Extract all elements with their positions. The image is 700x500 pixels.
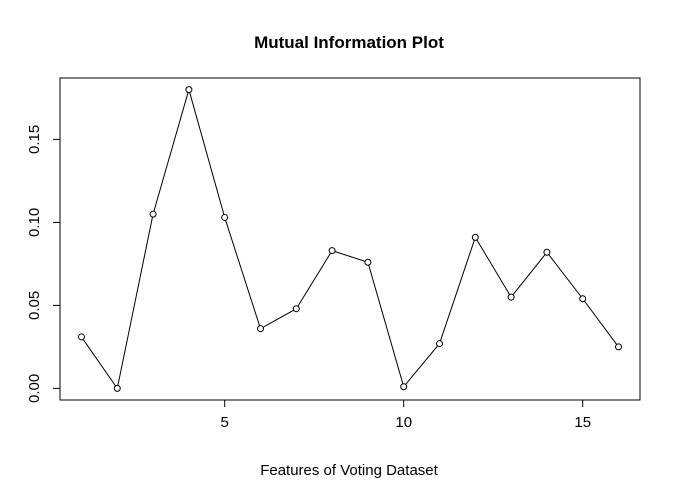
data-point <box>507 293 515 301</box>
data-point <box>113 384 121 392</box>
data-point <box>328 247 336 255</box>
x-tick-label: 5 <box>221 414 229 431</box>
data-point <box>543 248 551 256</box>
y-tick-label: 0.00 <box>26 374 43 403</box>
series-line <box>81 87 619 390</box>
y-tick-label: 0.10 <box>26 208 43 237</box>
plot-frame <box>59 77 641 401</box>
data-point <box>221 213 229 221</box>
x-tick-label: 10 <box>395 414 412 431</box>
y-tick-label: 0.05 <box>26 291 43 320</box>
x-tick-label: 15 <box>574 414 591 431</box>
data-point <box>185 86 193 94</box>
x-axis: 5 10 15 <box>221 400 591 431</box>
y-axis: 0.00 0.05 0.10 0.15 <box>26 125 60 403</box>
data-point <box>149 210 157 218</box>
data-point <box>436 340 444 348</box>
data-point <box>77 333 85 341</box>
data-point <box>256 325 264 333</box>
data-point <box>400 383 408 391</box>
data-point <box>579 295 587 303</box>
chart-title: Mutual Information Plot <box>254 33 444 52</box>
data-point <box>471 233 479 241</box>
data-point <box>292 305 300 313</box>
data-point <box>615 343 623 351</box>
series-0 <box>77 86 623 392</box>
x-axis-label: Features of Voting Dataset <box>260 462 438 479</box>
data-point <box>364 258 372 266</box>
y-tick-label: 0.15 <box>26 125 43 154</box>
